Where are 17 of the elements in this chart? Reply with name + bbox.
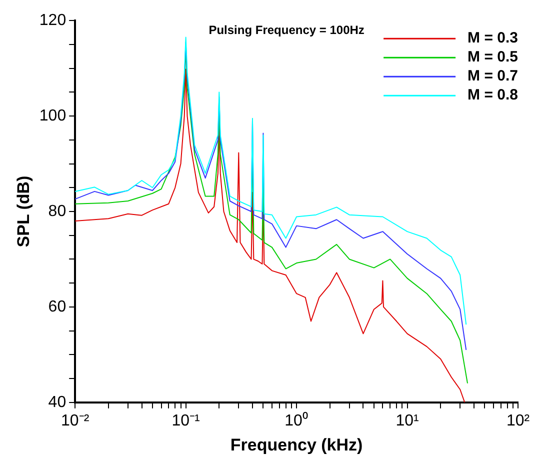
y-axis-title: SPL (dB) (14, 176, 33, 248)
y-tick-label: 120 (39, 12, 66, 30)
legend-label: M = 0.3 (468, 30, 518, 47)
y-tick-label: 40 (48, 394, 66, 411)
legend-label: M = 0.5 (468, 48, 518, 66)
y-tick-label: 60 (48, 298, 66, 316)
y-tick-label: 80 (48, 202, 66, 220)
x-tick-label: 10⁻² (61, 412, 90, 430)
legend-label: M = 0.8 (468, 86, 518, 104)
y-tick-label: 100 (39, 107, 66, 124)
x-tick-label: 10⁰ (284, 411, 308, 430)
x-axis-title: Frequency (kHz) (230, 435, 363, 454)
legend-label: M = 0.7 (468, 68, 518, 85)
x-tick-label: 10⁻¹ (172, 412, 200, 430)
x-tick-label: 10² (506, 412, 530, 430)
x-tick-label: 10¹ (396, 412, 419, 430)
annotation: Pulsing Frequency = 100Hz (208, 22, 364, 37)
